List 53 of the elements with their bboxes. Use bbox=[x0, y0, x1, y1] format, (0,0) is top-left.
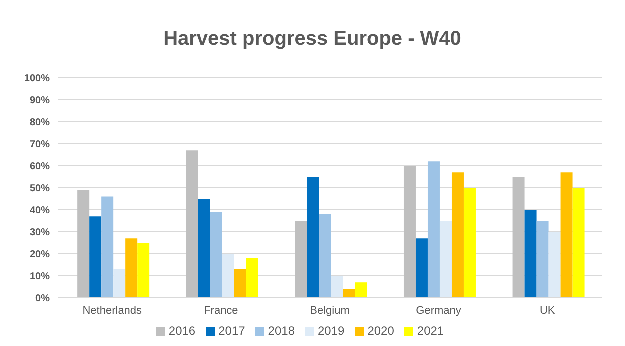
bar bbox=[90, 216, 102, 298]
bar bbox=[319, 214, 332, 298]
y-tick-label: 60% bbox=[30, 162, 50, 173]
x-tick-label: Belgium bbox=[310, 304, 350, 317]
bar bbox=[343, 289, 356, 298]
bar bbox=[524, 210, 537, 298]
x-tick-label: France bbox=[204, 304, 238, 317]
bar bbox=[102, 196, 114, 298]
y-tick-label: 10% bbox=[30, 272, 50, 283]
bar bbox=[295, 221, 308, 298]
bar bbox=[307, 177, 320, 298]
y-tick-label: 100% bbox=[24, 74, 50, 85]
y-tick-label: 30% bbox=[30, 228, 50, 239]
bar bbox=[404, 166, 416, 298]
y-tick-label: 50% bbox=[30, 184, 50, 195]
bar bbox=[536, 221, 549, 298]
bar bbox=[198, 199, 210, 298]
y-tick-label: 40% bbox=[30, 206, 50, 217]
y-tick-label: 70% bbox=[30, 140, 50, 151]
x-tick-label: Netherlands bbox=[82, 304, 143, 317]
bar bbox=[416, 238, 428, 298]
legend-label: 2020 bbox=[368, 324, 394, 338]
x-tick-label: UK bbox=[540, 304, 556, 317]
legend-label: 2021 bbox=[417, 324, 444, 338]
bar bbox=[512, 177, 525, 298]
bar bbox=[138, 243, 150, 298]
bar bbox=[222, 254, 234, 298]
bar bbox=[234, 269, 246, 298]
bar bbox=[428, 162, 440, 298]
bar bbox=[186, 150, 198, 298]
bar bbox=[548, 232, 561, 298]
bar bbox=[114, 269, 126, 298]
y-tick-label: 80% bbox=[30, 118, 50, 129]
y-tick-label: 0% bbox=[36, 294, 50, 305]
bar bbox=[126, 238, 138, 298]
legend-label: 2018 bbox=[268, 324, 295, 338]
y-tick-label: 20% bbox=[30, 250, 50, 261]
bar bbox=[452, 172, 464, 298]
y-tick-label: 90% bbox=[30, 96, 50, 107]
legend-label: 2016 bbox=[168, 324, 196, 338]
bar bbox=[440, 221, 452, 298]
legend-label: 2017 bbox=[218, 324, 246, 338]
bar bbox=[464, 188, 476, 298]
bar bbox=[355, 282, 368, 298]
bar bbox=[78, 190, 90, 298]
bar bbox=[210, 212, 222, 298]
bar bbox=[331, 276, 344, 298]
bar bbox=[572, 188, 585, 298]
bar bbox=[246, 258, 258, 298]
legend-label: 2019 bbox=[318, 324, 345, 338]
bar bbox=[560, 172, 573, 298]
chart-title: Harvest progress Europe - W40 bbox=[162, 27, 462, 52]
x-tick-label: Germany bbox=[416, 304, 462, 317]
